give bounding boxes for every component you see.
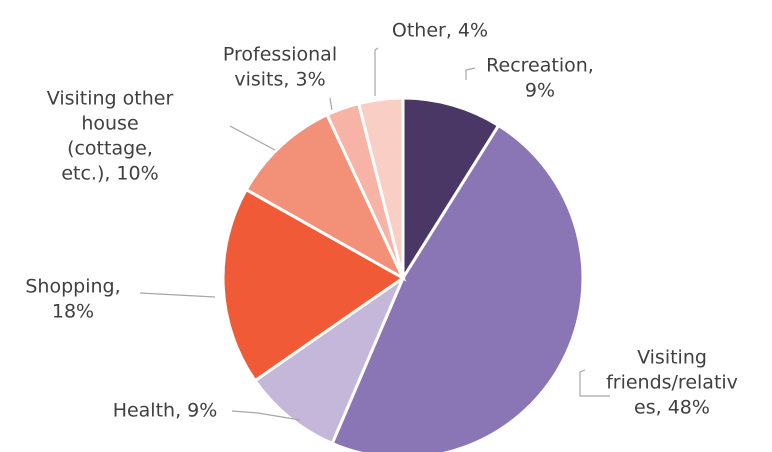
leader-line	[465, 67, 476, 80]
pie-slice	[253, 273, 407, 446]
pie-slice	[221, 187, 406, 383]
leader-line	[579, 369, 610, 397]
data-label: house	[81, 113, 138, 135]
data-label: 18%	[52, 301, 94, 323]
pie-slice	[330, 123, 585, 452]
data-label: Other, 4%	[392, 20, 488, 42]
data-label: Professional	[223, 44, 337, 66]
leader-line	[329, 97, 333, 111]
data-label: 9%	[525, 80, 555, 102]
data-label: Visiting	[637, 347, 707, 369]
leader-line	[231, 410, 301, 421]
pie-slice	[244, 112, 407, 282]
data-label: (cottage,	[67, 138, 153, 160]
data-label: friends/relativ	[606, 372, 738, 394]
data-label: Visiting other	[47, 88, 174, 110]
data-label: es, 48%	[634, 397, 710, 419]
data-label: visits, 3%	[234, 69, 325, 91]
data-label: Recreation,	[486, 55, 594, 77]
leader-line	[139, 292, 216, 298]
leader-line	[229, 125, 276, 151]
data-label: Shopping,	[25, 276, 120, 298]
data-label: etc.), 10%	[61, 163, 158, 185]
data-label: Health, 9%	[113, 400, 218, 422]
pie-slice	[401, 96, 501, 284]
leader-line	[374, 47, 379, 96]
pie-slice	[356, 96, 405, 279]
